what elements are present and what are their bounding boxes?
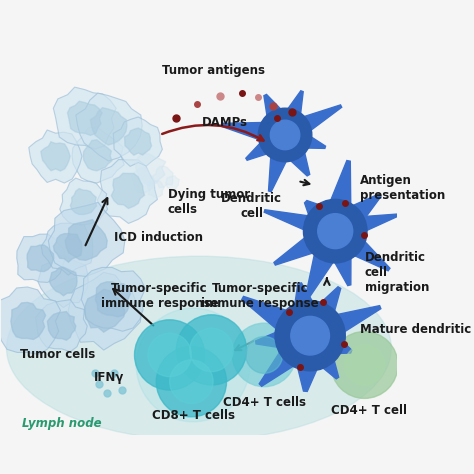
- Circle shape: [135, 320, 205, 390]
- Polygon shape: [83, 140, 112, 171]
- Polygon shape: [255, 328, 287, 349]
- Text: Lymph node: Lymph node: [22, 417, 101, 430]
- Circle shape: [303, 200, 367, 263]
- Ellipse shape: [7, 256, 391, 440]
- Polygon shape: [329, 335, 352, 354]
- Text: CD8+ T cells: CD8+ T cells: [152, 409, 235, 422]
- Polygon shape: [346, 194, 381, 226]
- Circle shape: [148, 333, 191, 377]
- Polygon shape: [54, 234, 82, 262]
- Circle shape: [258, 108, 312, 162]
- Polygon shape: [91, 108, 127, 145]
- Text: ICD induction: ICD induction: [114, 231, 202, 244]
- Polygon shape: [152, 166, 173, 188]
- Polygon shape: [17, 234, 65, 283]
- Polygon shape: [329, 306, 381, 337]
- Polygon shape: [286, 146, 310, 176]
- Circle shape: [156, 346, 227, 417]
- Polygon shape: [48, 202, 125, 276]
- Text: Tumor cells: Tumor cells: [20, 348, 95, 361]
- Circle shape: [331, 331, 398, 399]
- Polygon shape: [165, 176, 179, 190]
- Text: CD4+ T cells: CD4+ T cells: [223, 396, 306, 409]
- Polygon shape: [314, 287, 341, 320]
- Polygon shape: [347, 236, 390, 271]
- Polygon shape: [27, 245, 54, 272]
- Text: Dendritic
cell
migration: Dendritic cell migration: [365, 252, 429, 294]
- Circle shape: [318, 214, 353, 249]
- Polygon shape: [315, 351, 339, 379]
- Polygon shape: [76, 93, 142, 161]
- Circle shape: [170, 360, 213, 403]
- Text: Tumor-specific
immune response: Tumor-specific immune response: [201, 283, 319, 310]
- Polygon shape: [113, 117, 163, 166]
- Polygon shape: [84, 290, 125, 332]
- Polygon shape: [41, 223, 93, 275]
- Polygon shape: [38, 255, 88, 308]
- Polygon shape: [274, 233, 320, 265]
- Circle shape: [190, 328, 233, 372]
- Polygon shape: [284, 91, 303, 120]
- Circle shape: [270, 120, 300, 150]
- Text: Mature dendritic: Mature dendritic: [360, 323, 472, 337]
- Polygon shape: [0, 287, 61, 355]
- Polygon shape: [95, 282, 130, 317]
- Polygon shape: [97, 160, 157, 223]
- Circle shape: [345, 345, 384, 385]
- Polygon shape: [11, 302, 46, 339]
- Polygon shape: [259, 345, 301, 386]
- Polygon shape: [221, 122, 268, 142]
- Text: Tumor antigens: Tumor antigens: [163, 64, 265, 77]
- Polygon shape: [65, 219, 107, 260]
- Polygon shape: [72, 127, 124, 183]
- Polygon shape: [49, 267, 77, 296]
- Polygon shape: [301, 133, 326, 148]
- Polygon shape: [60, 178, 108, 225]
- Circle shape: [291, 316, 329, 355]
- Polygon shape: [331, 250, 351, 286]
- Polygon shape: [264, 210, 316, 233]
- Circle shape: [275, 301, 345, 371]
- Polygon shape: [29, 130, 82, 183]
- Polygon shape: [136, 153, 166, 186]
- Polygon shape: [148, 180, 164, 197]
- Polygon shape: [41, 142, 70, 171]
- Polygon shape: [296, 359, 320, 392]
- Polygon shape: [131, 167, 155, 193]
- Text: Antigen
presentation: Antigen presentation: [360, 173, 446, 201]
- Polygon shape: [70, 189, 97, 215]
- Polygon shape: [54, 87, 116, 149]
- Polygon shape: [242, 296, 295, 334]
- Polygon shape: [47, 311, 76, 340]
- Polygon shape: [305, 247, 337, 299]
- Polygon shape: [246, 138, 273, 160]
- Polygon shape: [293, 283, 317, 314]
- Circle shape: [232, 323, 296, 387]
- Circle shape: [136, 308, 250, 422]
- Polygon shape: [355, 214, 397, 234]
- Polygon shape: [328, 161, 351, 211]
- Text: CD4+ T cell: CD4+ T cell: [331, 404, 407, 418]
- Polygon shape: [304, 201, 328, 223]
- Polygon shape: [298, 105, 342, 134]
- Polygon shape: [264, 94, 285, 122]
- Circle shape: [246, 337, 283, 374]
- Polygon shape: [125, 128, 152, 155]
- Polygon shape: [67, 101, 102, 136]
- Text: DAMPs: DAMPs: [202, 116, 248, 129]
- Polygon shape: [82, 267, 146, 331]
- Polygon shape: [111, 173, 145, 209]
- Text: Dying tumor
cells: Dying tumor cells: [168, 188, 250, 216]
- Circle shape: [176, 315, 246, 385]
- Polygon shape: [36, 300, 87, 352]
- Polygon shape: [68, 273, 142, 350]
- Text: Dendritic
cell: Dendritic cell: [221, 192, 282, 220]
- Text: IFNγ: IFNγ: [94, 371, 125, 384]
- Text: Tumor-specific
immune response: Tumor-specific immune response: [101, 283, 219, 310]
- Polygon shape: [268, 151, 289, 191]
